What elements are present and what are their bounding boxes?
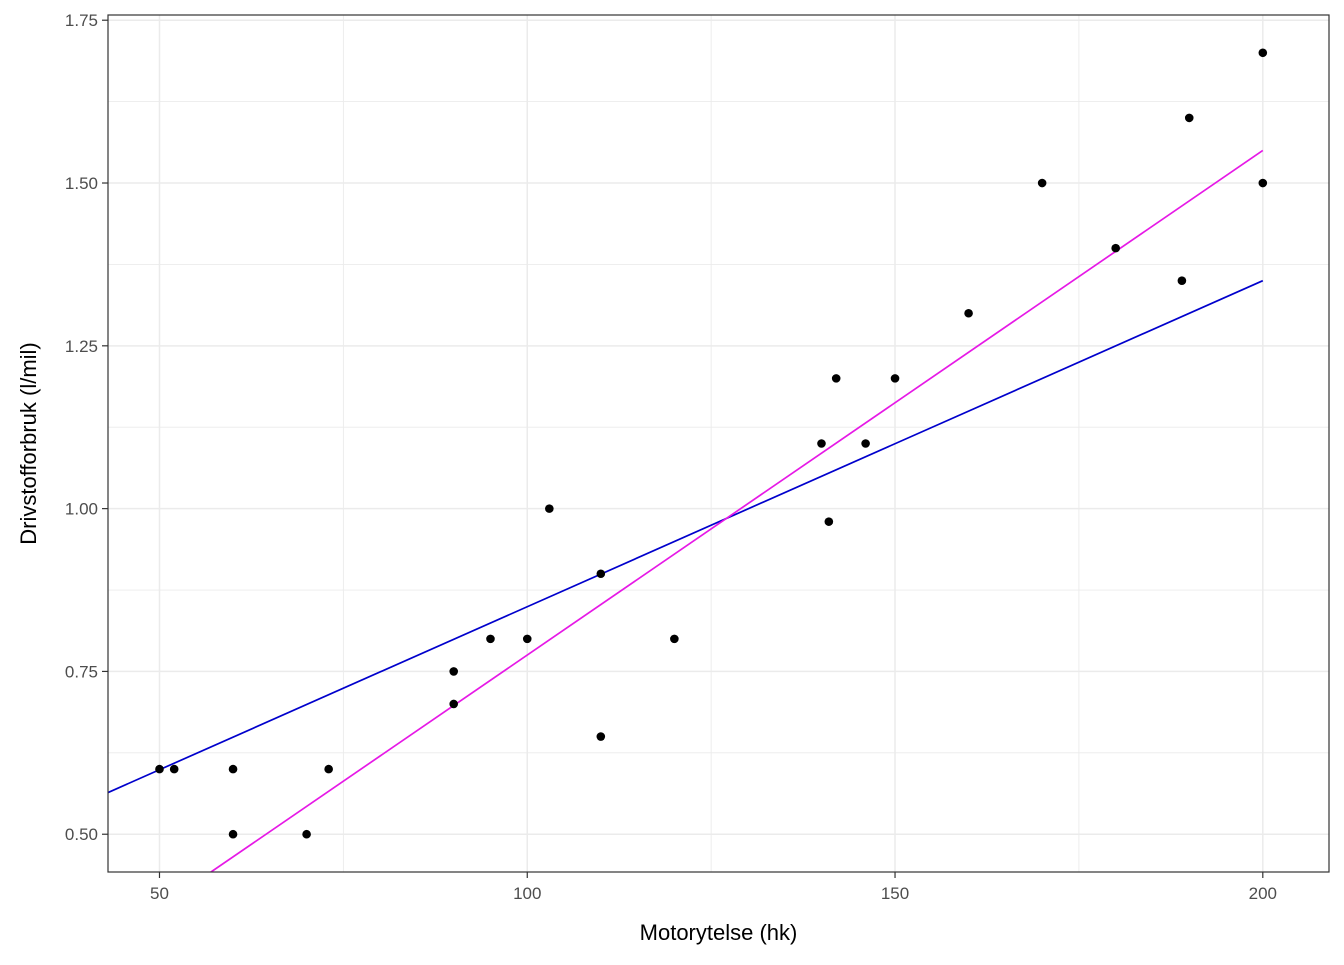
x-axis-title: Motorytelse (hk) (640, 920, 798, 945)
data-point (964, 308, 973, 318)
data-point (1037, 178, 1047, 188)
y-axis-ticks: 0.50 0.75 1.00 1.25 1.50 1.75 (65, 11, 108, 844)
data-point (545, 504, 554, 513)
x-tick-label: 100 (513, 884, 541, 903)
data-point (861, 439, 870, 448)
data-point (522, 634, 532, 644)
y-tick-label: 1.50 (65, 174, 98, 193)
data-point (449, 667, 459, 676)
data-point (228, 764, 238, 774)
regression-lines (108, 149, 1264, 872)
data-point (596, 569, 606, 579)
data-point (1177, 276, 1187, 285)
data-point (155, 764, 164, 774)
x-tick-label: 50 (150, 884, 169, 903)
data-point (449, 699, 459, 709)
data-point (228, 829, 238, 839)
data-points (155, 48, 1268, 839)
y-tick-label: 0.75 (65, 662, 98, 681)
x-axis-ticks: 50 100 150 200 (150, 872, 1277, 903)
y-axis-title: Drivstofforbruk (l/mil) (16, 342, 41, 545)
minor-gridlines (108, 15, 1329, 872)
panel-background (108, 15, 1329, 872)
data-point (824, 517, 834, 526)
data-point (486, 634, 495, 644)
data-point (817, 439, 826, 448)
y-tick-label: 1.00 (65, 500, 98, 519)
data-point (1258, 48, 1268, 58)
fit-line-1 (108, 279, 1264, 794)
y-tick-label: 1.25 (65, 337, 98, 356)
x-tick-label: 200 (1249, 884, 1277, 903)
data-point (1111, 243, 1120, 253)
data-point (596, 732, 606, 741)
data-point (831, 374, 841, 383)
data-point (324, 764, 333, 774)
major-gridlines (108, 15, 1329, 872)
data-point (302, 829, 311, 839)
data-point (1184, 113, 1194, 123)
x-tick-label: 150 (881, 884, 909, 903)
y-tick-label: 0.50 (65, 825, 98, 844)
panel-border (107, 14, 1330, 873)
data-point (169, 764, 179, 774)
fit-line-2 (210, 149, 1264, 872)
y-tick-label: 1.75 (65, 11, 98, 30)
data-point (1258, 178, 1268, 188)
data-point (670, 634, 679, 644)
data-point (890, 374, 900, 383)
